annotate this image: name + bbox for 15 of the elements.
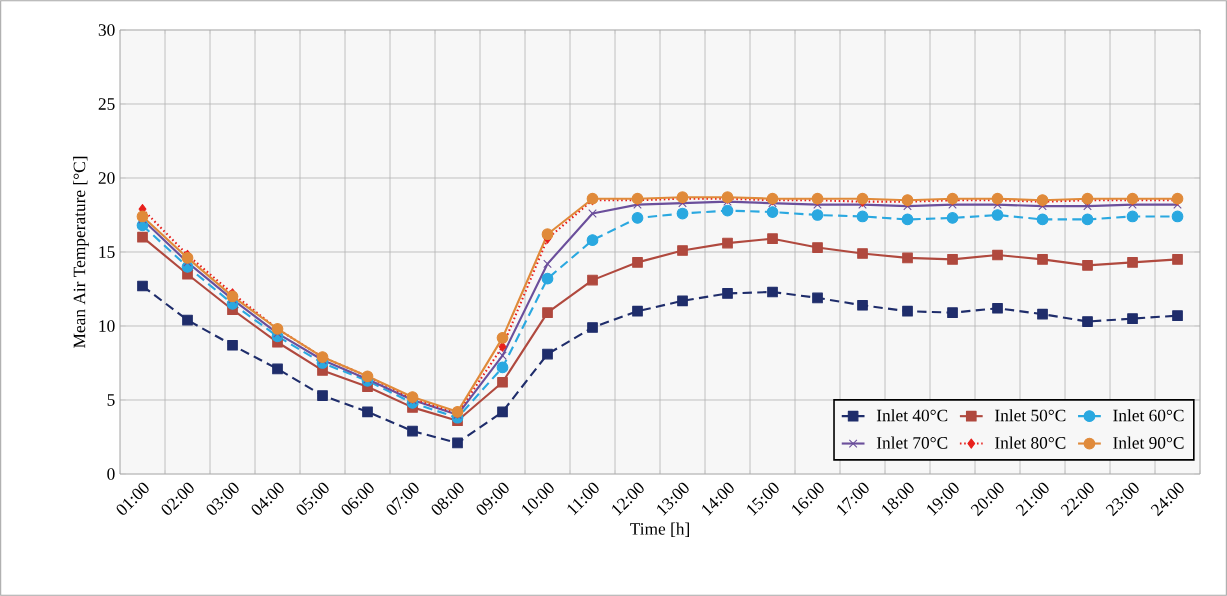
legend-label: Inlet 70°C [876, 436, 948, 449]
y-tick-label: 30 [98, 24, 115, 36]
y-tick-label: 10 [99, 320, 115, 332]
x-axis-title: Time [h] [630, 522, 689, 537]
y-tick-label: 25 [98, 98, 115, 110]
legend-label: Inlet 80°C [995, 436, 1066, 449]
y-tick-label: 0 [107, 468, 115, 480]
legend-label: Inlet 90°C [1113, 436, 1184, 449]
y-axis-title: Mean Air Temperature [°C] [73, 156, 89, 348]
legend-label: Inlet 60°C [1113, 409, 1184, 422]
y-tick-label: 5 [107, 394, 115, 406]
legend-label: Inlet 50°C [995, 409, 1066, 422]
y-tick-label: 15 [99, 246, 115, 258]
legend-label: Inlet 40°C [876, 409, 948, 422]
y-tick-label: 20 [98, 172, 115, 184]
